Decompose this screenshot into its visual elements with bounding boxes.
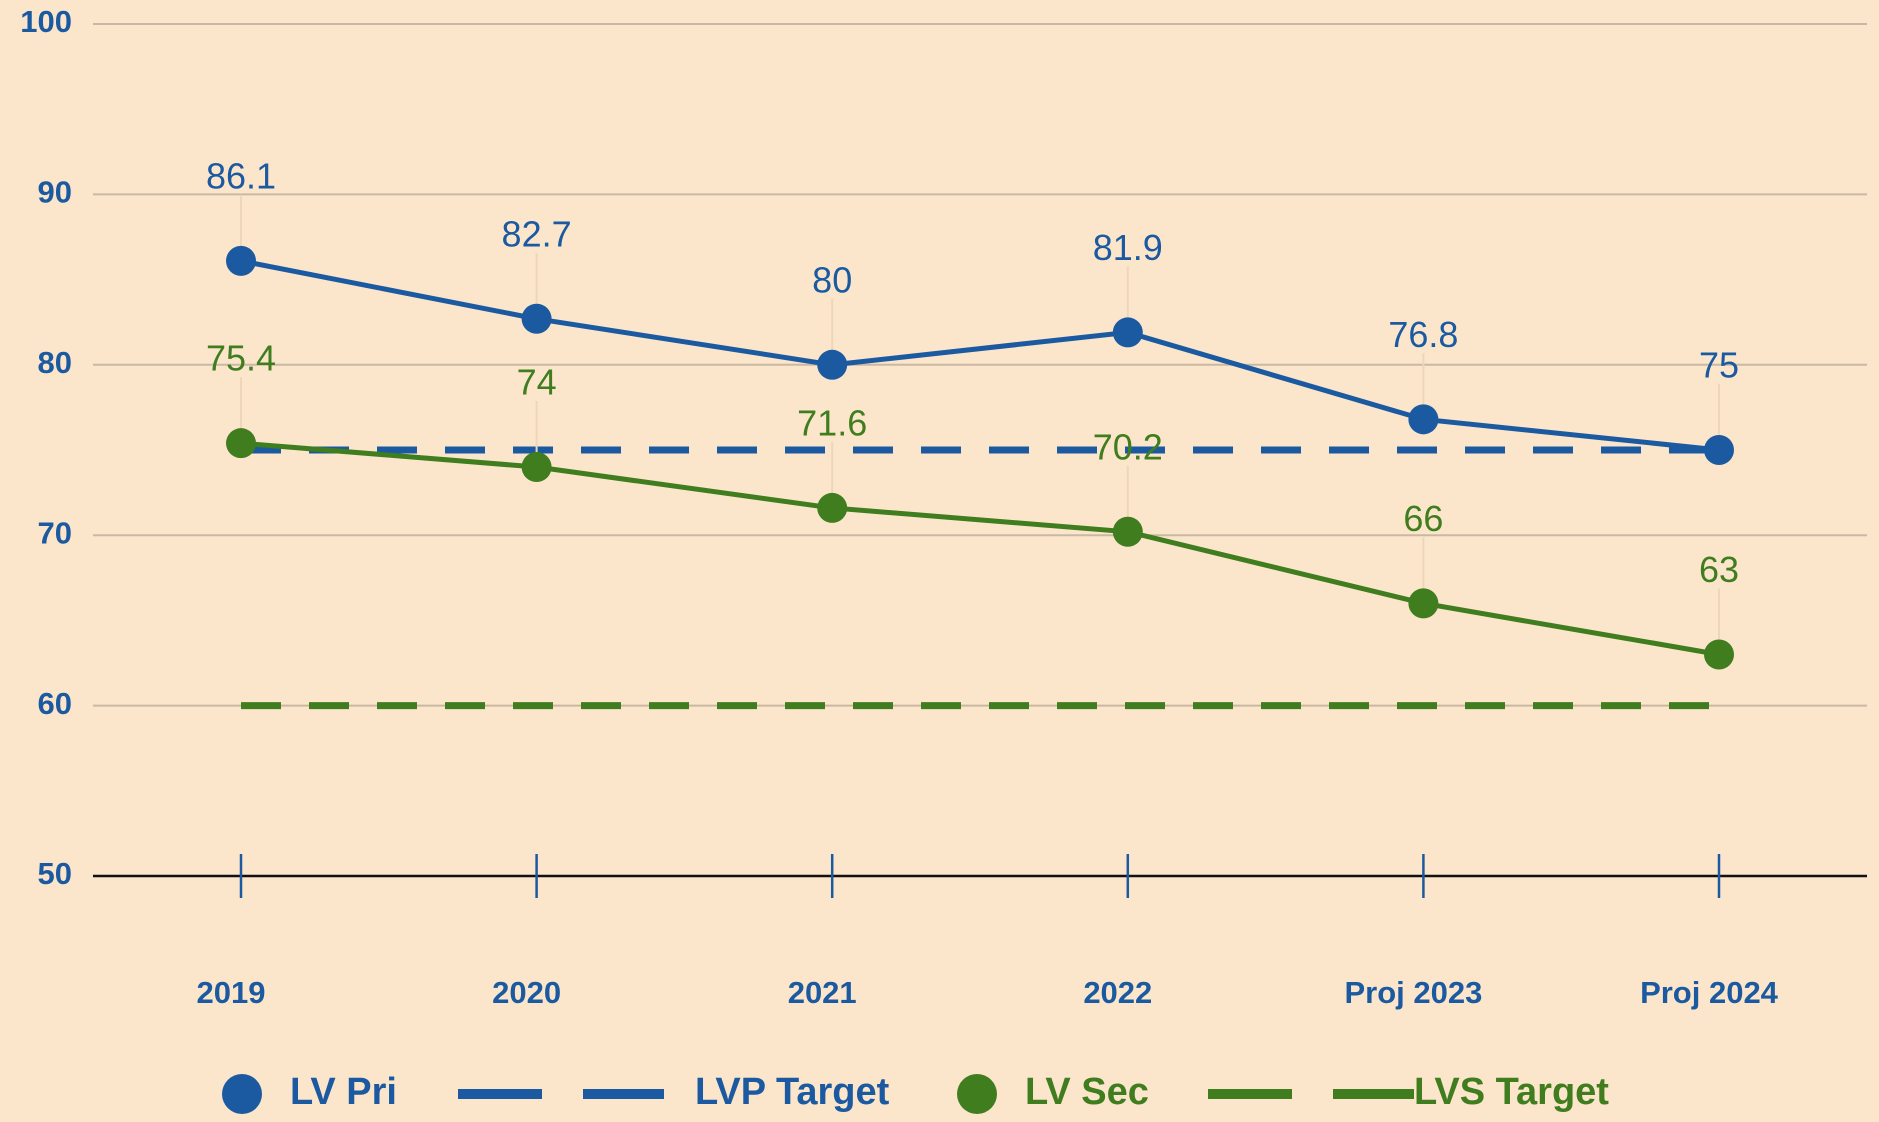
value-label: 75 <box>1699 345 1739 386</box>
point <box>1408 404 1439 435</box>
series-line <box>240 440 1720 657</box>
legend-label: LV Pri <box>290 1071 397 1113</box>
value-label: 71.6 <box>797 402 867 443</box>
y-tick-label: 70 <box>38 515 72 550</box>
x-tick-label: 2020 <box>492 975 561 1010</box>
point <box>1704 639 1734 670</box>
point <box>226 428 256 459</box>
x-tick-label: 2021 <box>788 975 857 1010</box>
point <box>521 303 552 334</box>
value-label: 66 <box>1403 498 1443 539</box>
legend-label: LVS Target <box>1414 1071 1609 1113</box>
point <box>226 245 256 276</box>
point <box>817 492 848 523</box>
legend-marker <box>222 1074 262 1114</box>
value-label: 82.7 <box>502 213 572 254</box>
point <box>1112 317 1143 348</box>
x-tick-label: Proj 2024 <box>1640 975 1779 1010</box>
y-tick-label: 60 <box>38 686 72 721</box>
y-tick-label: 90 <box>38 175 72 210</box>
value-label: 76.8 <box>1388 314 1458 355</box>
value-label: 75.4 <box>206 338 276 379</box>
y-tick-label: 80 <box>38 345 72 380</box>
value-label: 80 <box>812 259 852 300</box>
value-label: 81.9 <box>1093 227 1163 268</box>
value-label: 74 <box>517 362 557 403</box>
y-tick-label: 50 <box>38 856 72 891</box>
point <box>1408 588 1439 619</box>
legend-marker <box>957 1074 997 1114</box>
point <box>1704 435 1734 465</box>
x-tick-label: 2022 <box>1083 975 1152 1010</box>
value-label: 70.2 <box>1093 426 1163 467</box>
point <box>521 452 552 483</box>
legend-label: LV Sec <box>1025 1071 1149 1113</box>
series-line <box>240 258 1720 453</box>
x-tick-label: Proj 2023 <box>1344 975 1482 1010</box>
value-label: 63 <box>1699 549 1739 590</box>
legend-label: LVP Target <box>695 1071 890 1113</box>
point <box>817 349 848 380</box>
y-tick-label: 100 <box>20 4 72 39</box>
point <box>1112 516 1143 547</box>
value-label: 86.1 <box>206 155 276 196</box>
x-tick-label: 2019 <box>197 975 266 1010</box>
